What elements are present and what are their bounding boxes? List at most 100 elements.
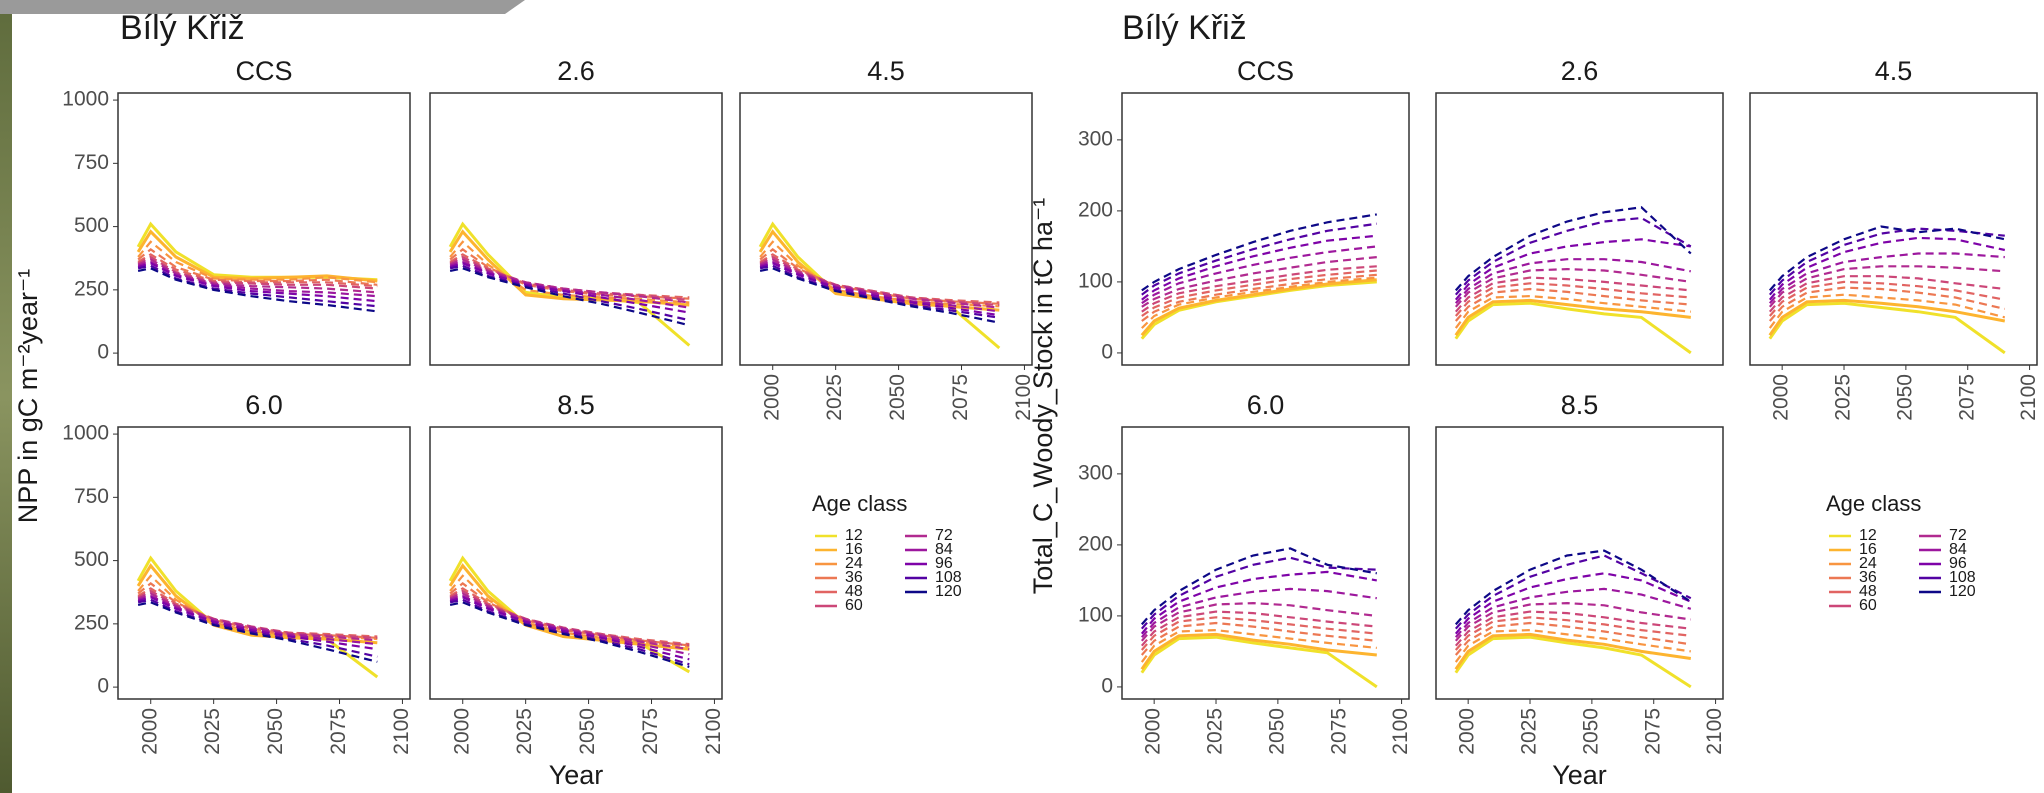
series-line: [759, 240, 1000, 308]
panel: [1435, 426, 1724, 700]
y-axis-label: NPP in gC m⁻²year⁻¹: [13, 269, 43, 524]
facet-title: 8.5: [557, 390, 595, 420]
facet-title: 8.5: [1561, 390, 1599, 420]
x-axis-label: Year: [1552, 760, 1607, 790]
legend-label: 84: [935, 541, 953, 558]
x-tick-label: 2100: [2017, 374, 2040, 421]
x-tick-label: 2100: [1012, 374, 1035, 421]
legend-label: 48: [1859, 583, 1877, 600]
y-tick-label: 200: [1078, 532, 1113, 555]
facet-title: CCS: [1237, 56, 1294, 86]
panel: [117, 426, 411, 700]
y-tick-label: 500: [74, 214, 109, 237]
series-line: [137, 260, 378, 298]
series-line: [137, 587, 378, 638]
series-line: [137, 264, 378, 308]
series-line: [759, 255, 1000, 307]
x-tick-label: 2000: [760, 374, 783, 421]
legend-label: 24: [845, 555, 863, 572]
legend-title: Age class: [812, 491, 907, 516]
series-line: [1454, 238, 1691, 301]
facet-title: 4.5: [867, 56, 905, 86]
series-line: [449, 574, 690, 648]
x-tick-label: 2000: [1456, 708, 1479, 755]
series-line: [1768, 298, 2006, 337]
series-line: [449, 260, 690, 309]
series-line: [1140, 587, 1377, 638]
series-line: [759, 267, 1000, 324]
series-line: [137, 262, 378, 303]
panel: [739, 92, 1033, 366]
series-line: [449, 592, 690, 651]
y-tick-label: 0: [97, 341, 109, 364]
y-tick-label: 1000: [62, 422, 109, 445]
series-line: [1141, 222, 1377, 296]
series-line: [759, 264, 1000, 319]
chart-title: Bílý Křiž: [120, 9, 245, 47]
x-tick-label: 2100: [390, 708, 413, 755]
series-line: [1454, 628, 1691, 663]
legend-label: 108: [1949, 569, 1976, 586]
y-tick-label: 250: [74, 277, 109, 300]
series-line: [759, 260, 1000, 313]
series-line: [1454, 587, 1692, 638]
series-line: [449, 596, 690, 661]
series-line: [136, 229, 378, 283]
x-tick-label: 2025: [1204, 708, 1227, 755]
panel: [1435, 92, 1724, 366]
legend-label: 12: [845, 527, 863, 544]
x-tick-label: 2100: [702, 708, 725, 755]
x-axis-label: Year: [549, 760, 604, 790]
x-tick-label: 2050: [886, 374, 909, 421]
facet-title: 4.5: [1875, 56, 1913, 86]
series-line: [1768, 227, 2005, 296]
series-line: [1768, 301, 2006, 355]
series-line: [1140, 570, 1377, 635]
x-tick-label: 2025: [823, 374, 846, 421]
legend-label: 120: [935, 583, 962, 600]
series-line: [448, 563, 690, 651]
series-line: [1454, 554, 1692, 630]
series-line: [1140, 632, 1377, 671]
x-tick-label: 2000: [138, 708, 161, 755]
series-line: [1454, 632, 1692, 671]
series-line: [449, 594, 690, 656]
series-line: [137, 582, 378, 639]
series-line: [449, 582, 690, 647]
series-line: [137, 267, 378, 313]
series-line: [449, 589, 690, 647]
x-tick-label: 2000: [450, 708, 473, 755]
legend-label: 16: [1859, 541, 1877, 558]
y-tick-label: 200: [1078, 198, 1113, 221]
series-line: [1454, 572, 1692, 635]
series-line: [1141, 273, 1377, 322]
series-line: [1454, 216, 1692, 296]
series-line: [448, 229, 690, 307]
series-line: [1454, 298, 1691, 337]
series-line: [1141, 269, 1377, 317]
series-line: [1141, 276, 1377, 329]
series-line: [759, 262, 1000, 317]
series-line: [1140, 278, 1377, 337]
series-line: [1454, 206, 1692, 292]
x-tick-label: 2075: [327, 708, 350, 755]
x-tick-label: 2000: [1770, 374, 1793, 421]
legend-label: 60: [1859, 597, 1877, 614]
y-tick-label: 750: [74, 485, 109, 508]
series-line: [1768, 252, 2005, 304]
series-line: [449, 267, 690, 327]
legend-label: 120: [1949, 583, 1976, 600]
panel: [117, 92, 411, 366]
series-line: [449, 262, 690, 314]
x-tick-label: 2075: [1955, 374, 1978, 421]
legend-label: 84: [1949, 541, 1967, 558]
y-tick-label: 1000: [62, 88, 109, 111]
x-tick-label: 2100: [1389, 708, 1412, 755]
x-tick-label: 2050: [576, 708, 599, 755]
series-line: [1140, 628, 1377, 663]
legend-label: 96: [935, 555, 953, 572]
x-tick-label: 2075: [639, 708, 662, 755]
series-line: [1140, 635, 1378, 689]
y-tick-label: 0: [1101, 340, 1113, 363]
